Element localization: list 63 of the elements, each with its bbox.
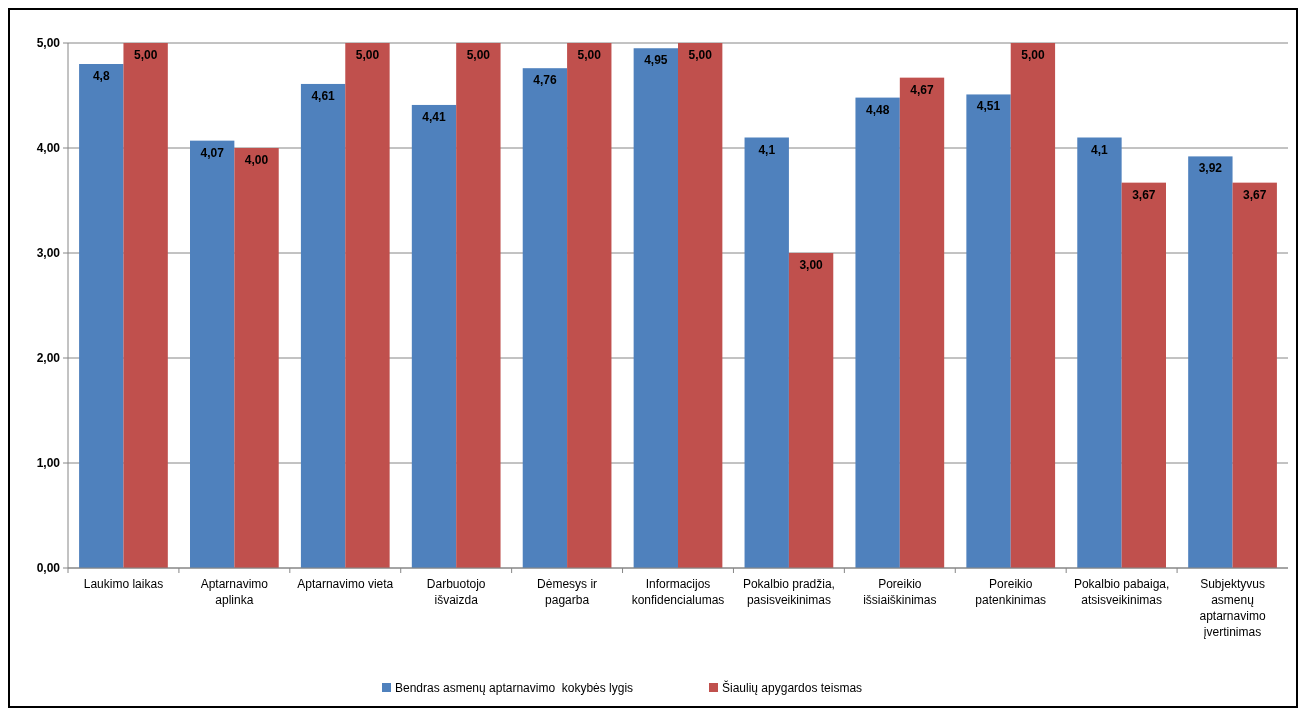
bar xyxy=(788,253,834,568)
x-tick-label: Dėmesys ir pagarba xyxy=(537,577,598,607)
data-label: 4,1 xyxy=(1091,142,1109,157)
bar xyxy=(899,77,945,568)
y-tick-label: 3,00 xyxy=(36,246,61,261)
data-label: 3,00 xyxy=(799,258,824,272)
y-tick-label: 5,00 xyxy=(36,36,61,51)
bar xyxy=(567,43,612,568)
bar xyxy=(966,94,1011,568)
bar xyxy=(123,43,168,568)
data-label: 5,00 xyxy=(577,48,602,62)
data-label: 4,48 xyxy=(865,102,890,117)
data-label: 4,51 xyxy=(976,99,1001,114)
bar xyxy=(678,43,723,568)
data-label: 3,92 xyxy=(1198,161,1223,176)
data-label: 5,00 xyxy=(466,48,491,62)
data-label: 4,95 xyxy=(644,53,668,68)
data-label: 4,61 xyxy=(311,88,336,103)
data-label: 4,41 xyxy=(422,109,446,124)
data-label: 5,00 xyxy=(1021,48,1045,62)
data-label: 3,67 xyxy=(1132,187,1156,202)
data-label: 5,00 xyxy=(688,48,713,62)
data-label: 4,67 xyxy=(910,82,934,97)
bar xyxy=(1077,137,1122,568)
bar xyxy=(345,43,390,568)
x-tick-label: Subjektyvus asmenų aptarnavimo įvertinimas xyxy=(1199,577,1266,639)
x-tick-label: Poreikio išsiaiškinimas xyxy=(863,577,937,607)
bar xyxy=(456,43,501,568)
data-label: 3,67 xyxy=(1243,187,1267,202)
y-tick-label: 1,00 xyxy=(36,456,61,471)
data-label: 5,00 xyxy=(133,48,158,62)
bar xyxy=(522,68,568,568)
y-tick-label: 4,00 xyxy=(36,141,61,156)
x-tick-label: Pokalbio pradžia, pasisveikinimas xyxy=(742,577,835,607)
bar xyxy=(1121,182,1166,568)
bar xyxy=(633,48,678,568)
legend-label: Šiaulių apygardos teismas xyxy=(722,680,863,696)
data-label: 4,1 xyxy=(758,142,776,157)
x-tick-label: Aptarnavimo vieta xyxy=(297,577,394,591)
bar xyxy=(744,137,789,568)
x-tick-label: Laukimo laikas xyxy=(83,577,164,591)
x-tick-label: Poreikio patenkinimas xyxy=(975,577,1047,607)
x-tick-label: Aptarnavimo aplinka xyxy=(200,577,269,607)
y-tick-label: 2,00 xyxy=(36,351,61,366)
bar xyxy=(855,97,900,568)
bar xyxy=(234,148,279,568)
bar xyxy=(1010,43,1056,568)
x-tick-label: Pokalbio pabaiga, atsisveikinimas xyxy=(1073,577,1170,607)
data-label: 4,76 xyxy=(533,73,557,88)
bar xyxy=(190,140,235,568)
data-label: 4,00 xyxy=(244,153,269,167)
x-tick-label: Darbuotojo išvaizda xyxy=(426,577,486,607)
data-label: 4,8 xyxy=(92,69,110,83)
bar xyxy=(79,64,124,568)
data-label: 5,00 xyxy=(355,48,380,62)
bar xyxy=(1232,182,1277,568)
x-tick-label: Informacijos konfidencialumas xyxy=(631,577,725,607)
legend-label: Bendras asmenų aptarnavimo kokybės lygis xyxy=(395,681,634,696)
bar xyxy=(411,104,457,568)
data-label: 4,07 xyxy=(200,145,225,160)
bar xyxy=(1188,156,1233,568)
bar xyxy=(300,83,346,568)
y-tick-label: 0,00 xyxy=(36,561,61,576)
